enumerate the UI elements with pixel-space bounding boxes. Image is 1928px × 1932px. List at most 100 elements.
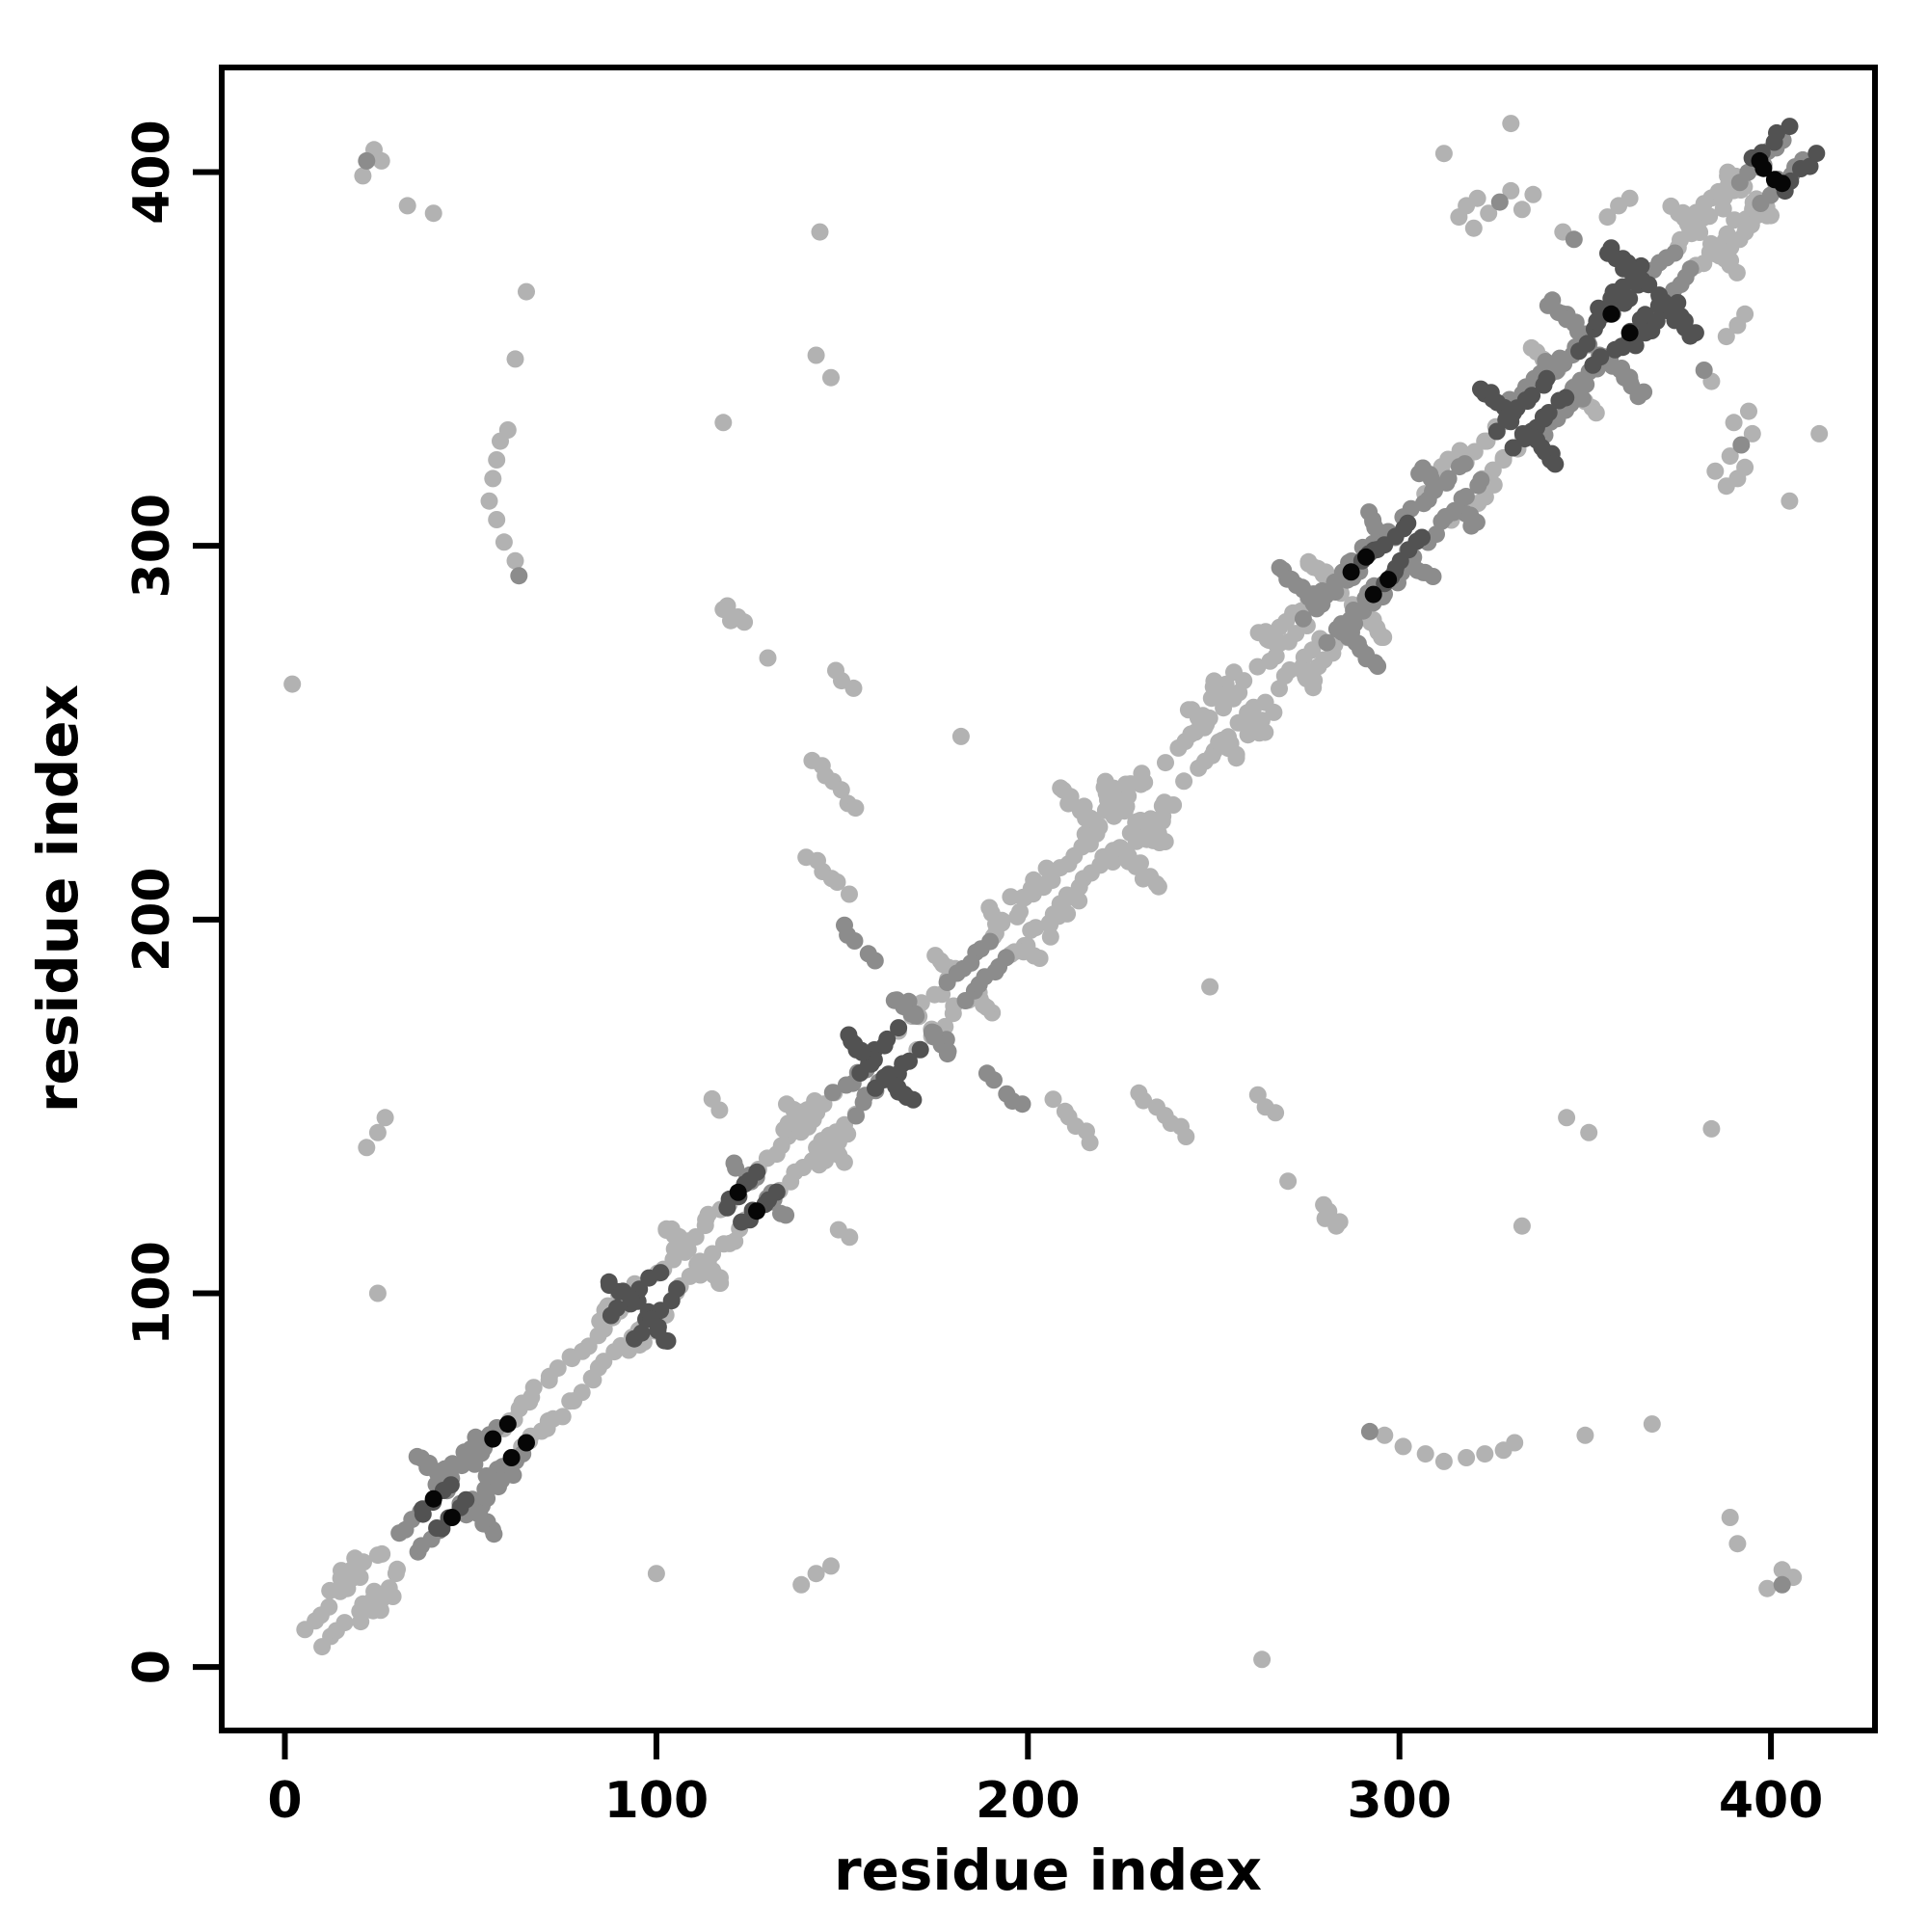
contact-point — [822, 1557, 840, 1575]
contact-point — [823, 1084, 842, 1102]
contact-point — [652, 1264, 670, 1282]
contact-point — [1719, 163, 1737, 181]
y-axis-title: residue index — [25, 684, 91, 1113]
contact-point — [1458, 1449, 1476, 1466]
contact-point — [1643, 1415, 1661, 1434]
contact-point — [1602, 305, 1620, 323]
contact-point — [1728, 1535, 1747, 1553]
x-tick-label: 100 — [604, 1772, 710, 1830]
contact-point — [1472, 381, 1490, 399]
contact-point — [951, 727, 970, 745]
contact-point — [1041, 927, 1059, 946]
contact-point — [1413, 528, 1431, 547]
contact-point — [710, 1101, 729, 1119]
contact-point — [498, 421, 517, 439]
contact-point — [1670, 204, 1688, 223]
contact-point — [320, 1597, 338, 1616]
contact-point — [1305, 671, 1324, 689]
contact-point — [878, 1030, 897, 1048]
contact-point — [900, 1052, 918, 1070]
contact-point — [1702, 1119, 1721, 1138]
contact-point — [982, 904, 1001, 923]
contact-point — [1416, 563, 1434, 581]
contact-point — [1781, 492, 1799, 510]
contact-point — [1318, 633, 1336, 652]
contact-point — [1132, 854, 1149, 872]
contact-point — [736, 613, 754, 631]
contact-point — [1096, 772, 1114, 791]
contact-point — [1765, 171, 1783, 189]
contact-point — [1768, 123, 1785, 142]
y-tick-label: 100 — [123, 1241, 181, 1346]
contact-point — [632, 1324, 651, 1342]
contact-point — [1357, 548, 1375, 566]
contact-point — [1808, 145, 1826, 163]
contact-point — [1536, 410, 1553, 428]
contact-point — [1524, 185, 1542, 203]
contact-point — [488, 451, 506, 469]
contact-point — [998, 1085, 1016, 1103]
contact-point — [1416, 1445, 1434, 1463]
contact-point — [847, 1107, 865, 1125]
contact-point — [1490, 193, 1509, 211]
contact-point — [1193, 707, 1212, 725]
contact-point — [1781, 118, 1799, 136]
y-tick-label: 0 — [123, 1650, 181, 1684]
contact-point — [495, 533, 513, 551]
contact-point — [1773, 1561, 1791, 1579]
contact-point — [1502, 181, 1520, 200]
plot-frame — [219, 65, 1878, 1733]
contact-point — [1055, 781, 1073, 799]
contact-point — [1506, 1434, 1524, 1452]
contact-point — [524, 1379, 543, 1397]
contact-point — [1364, 511, 1382, 529]
contact-point — [1629, 388, 1647, 406]
contact-point — [1732, 436, 1751, 454]
contact-point — [668, 1280, 686, 1298]
contact-point — [1587, 404, 1605, 422]
contact-point — [1056, 1102, 1074, 1120]
contact-point — [1545, 454, 1564, 472]
contact-point — [1279, 1172, 1298, 1191]
contact-point — [1810, 424, 1829, 443]
contact-point — [424, 204, 442, 223]
contact-point — [835, 1153, 853, 1171]
contact-point — [1165, 796, 1183, 814]
contact-point — [346, 1549, 364, 1568]
contact-point — [1265, 703, 1283, 721]
contact-point — [829, 1221, 847, 1239]
contact-point — [807, 346, 825, 364]
contact-point — [722, 611, 739, 630]
x-tick-label: 0 — [267, 1772, 302, 1830]
contact-point — [1134, 870, 1152, 888]
contact-point — [1578, 335, 1596, 353]
contact-point — [1025, 947, 1043, 965]
contact-point — [549, 1359, 567, 1378]
contact-point — [1271, 558, 1289, 577]
contact-point — [1204, 678, 1222, 696]
contact-point — [822, 368, 840, 387]
contact-point — [518, 282, 535, 301]
contact-point — [1059, 794, 1078, 813]
contact-point — [443, 1455, 462, 1473]
contact-point — [832, 781, 850, 799]
contact-point — [977, 998, 996, 1016]
contact-point — [321, 1581, 339, 1599]
x-tick-label: 200 — [976, 1772, 1081, 1830]
contact-point — [358, 151, 376, 170]
contact-point — [727, 1159, 745, 1177]
contact-point — [1219, 684, 1238, 702]
contact-point — [1156, 833, 1174, 850]
contact-point — [1516, 391, 1535, 409]
contact-point — [1041, 870, 1059, 888]
contact-point — [539, 1411, 557, 1430]
contact-point — [573, 1383, 591, 1402]
y-tick-label: 400 — [123, 120, 181, 225]
contact-point — [1706, 462, 1725, 480]
contact-point — [806, 1092, 824, 1110]
x-axis-title: residue index — [834, 1838, 1262, 1903]
contact-point — [1754, 159, 1773, 177]
contact-point — [1464, 219, 1483, 237]
contact-point — [504, 1466, 522, 1485]
